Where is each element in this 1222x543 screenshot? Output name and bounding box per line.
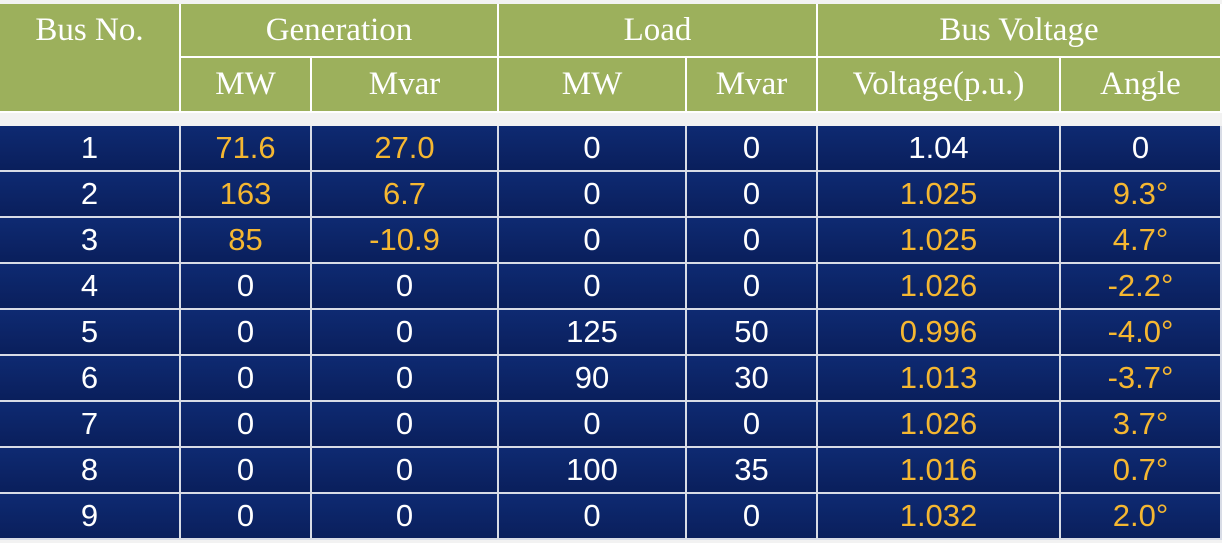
- column-header: Mvar: [687, 58, 818, 113]
- column-header: Voltage(p.u.): [818, 58, 1061, 113]
- table-cell: 163: [181, 172, 312, 218]
- table-cell: 125: [499, 310, 687, 356]
- table-cell: -4.0°: [1061, 310, 1222, 356]
- table-cell: 1.04: [818, 126, 1061, 172]
- column-header: Angle: [1061, 58, 1222, 113]
- table-cell: 0: [687, 402, 818, 448]
- table-cell: 0: [687, 172, 818, 218]
- table-cell: 9: [0, 494, 181, 540]
- group-header: Load: [499, 4, 818, 58]
- table-cell: 0: [499, 172, 687, 218]
- table-cell: 1.026: [818, 264, 1061, 310]
- table-cell: 0: [181, 448, 312, 494]
- table-cell: 1.013: [818, 356, 1061, 402]
- table-cell: 0: [181, 356, 312, 402]
- table-cell: 1.026: [818, 402, 1061, 448]
- table-cell: -3.7°: [1061, 356, 1222, 402]
- table-cell: 4: [0, 264, 181, 310]
- column-header: MW: [181, 58, 312, 113]
- table-cell: 0: [687, 218, 818, 264]
- table-cell: 0: [181, 264, 312, 310]
- table-cell: 8: [0, 448, 181, 494]
- table-cell: 1.025: [818, 172, 1061, 218]
- table-cell: -2.2°: [1061, 264, 1222, 310]
- table-cell: 0: [499, 494, 687, 540]
- table-cell: 2.0°: [1061, 494, 1222, 540]
- table-cell: 2: [0, 172, 181, 218]
- table-cell: 71.6: [181, 126, 312, 172]
- table-cell: 6: [0, 356, 181, 402]
- table-cell: 90: [499, 356, 687, 402]
- table-cell: 30: [687, 356, 818, 402]
- table-cell: 0: [312, 356, 499, 402]
- column-header: Mvar: [312, 58, 499, 113]
- group-header: Bus Voltage: [818, 4, 1222, 58]
- table-cell: 9.3°: [1061, 172, 1222, 218]
- table-cell: 1.025: [818, 218, 1061, 264]
- table-cell: 0: [181, 310, 312, 356]
- table-cell: 0: [312, 310, 499, 356]
- table-cell: 7: [0, 402, 181, 448]
- table-cell: 0: [687, 264, 818, 310]
- table-cell: 0: [312, 402, 499, 448]
- group-header: Generation: [181, 4, 499, 58]
- table-cell: 0: [312, 448, 499, 494]
- column-header: MW: [499, 58, 687, 113]
- table-cell: 5: [0, 310, 181, 356]
- table-cell: 100: [499, 448, 687, 494]
- table-cell: 3.7°: [1061, 402, 1222, 448]
- table-cell: 0.7°: [1061, 448, 1222, 494]
- table-cell: 0: [312, 494, 499, 540]
- table-cell: 0: [687, 494, 818, 540]
- group-header: Bus No.: [0, 4, 181, 113]
- table-cell: 0: [687, 126, 818, 172]
- table-cell: 1: [0, 126, 181, 172]
- table-cell: 0: [312, 264, 499, 310]
- table-cell: 85: [181, 218, 312, 264]
- table-cell: -10.9: [312, 218, 499, 264]
- table-cell: 0.996: [818, 310, 1061, 356]
- table-cell: 1.032: [818, 494, 1061, 540]
- table-cell: 0: [181, 402, 312, 448]
- table-cell: 0: [499, 264, 687, 310]
- table-cell: 0: [499, 126, 687, 172]
- table-cell: 0: [499, 402, 687, 448]
- table-cell: 0: [499, 218, 687, 264]
- table-cell: 6.7: [312, 172, 499, 218]
- table-cell: 3: [0, 218, 181, 264]
- table-cell: 35: [687, 448, 818, 494]
- table-cell: 4.7°: [1061, 218, 1222, 264]
- table-cell: 27.0: [312, 126, 499, 172]
- table-cell: 0: [1061, 126, 1222, 172]
- table-cell: 1.016: [818, 448, 1061, 494]
- table-cell: 50: [687, 310, 818, 356]
- table-cell: 0: [181, 494, 312, 540]
